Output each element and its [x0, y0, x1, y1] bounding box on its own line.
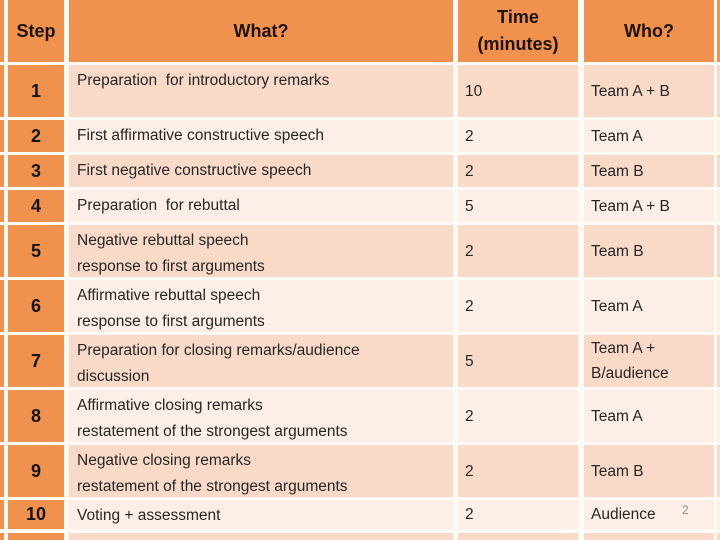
- slide-page-number: 2: [682, 503, 689, 517]
- table-right-edge-sliver: [717, 120, 720, 152]
- who-cell: Team A + B: [584, 65, 714, 117]
- step-cell: 1: [8, 65, 64, 117]
- table-left-edge-sliver: [0, 225, 4, 277]
- table-right-edge-sliver: [717, 280, 720, 332]
- who-cell: Team A + B/audience: [584, 335, 714, 387]
- who-cell: Team A: [584, 120, 714, 152]
- table-row: 4 Preparation for rebuttal 5 Team A + B: [0, 190, 720, 222]
- who-cell: Team B: [584, 225, 714, 277]
- what-cell: First affirmative constructive speech: [69, 120, 453, 152]
- time-cell: 2: [458, 390, 578, 442]
- what-cell: Preparation for closing remarks/audience…: [69, 335, 453, 387]
- who-cell: Team A: [584, 280, 714, 332]
- who-cell: Audience: [584, 500, 714, 529]
- table-right-edge-sliver: [717, 225, 720, 277]
- table-left-edge-sliver: [0, 65, 4, 117]
- table-right-edge-sliver: [717, 533, 720, 540]
- table-row-partial: [0, 533, 720, 540]
- table-left-edge-sliver: [0, 335, 4, 387]
- table-right-edge-sliver: [717, 65, 720, 117]
- time-cell: [458, 533, 578, 540]
- step-cell: [8, 533, 64, 540]
- column-header-time: Time (minutes): [458, 0, 578, 62]
- table-left-edge-sliver: [0, 390, 4, 442]
- who-cell: Team B: [584, 155, 714, 187]
- who-cell: [584, 533, 714, 540]
- who-cell: Team A: [584, 390, 714, 442]
- what-cell: Negative rebuttal speech response to fir…: [69, 225, 453, 277]
- table-row: 6 Affirmative rebuttal speech response t…: [0, 280, 720, 332]
- table-right-edge-sliver: [717, 445, 720, 497]
- table-row: 9 Negative closing remarks restatement o…: [0, 445, 720, 497]
- table-left-edge-sliver: [0, 280, 4, 332]
- time-cell: 10: [458, 65, 578, 117]
- table-row: 1 Preparation for introductory remarks 1…: [0, 65, 720, 117]
- table-right-edge-sliver: [717, 500, 720, 529]
- column-header-what: What?: [69, 0, 453, 62]
- what-cell: Affirmative closing remarks restatement …: [69, 390, 453, 442]
- time-cell: 2: [458, 500, 578, 529]
- table-header-row: Step What? Time (minutes) Who?: [0, 0, 720, 62]
- step-cell: 3: [8, 155, 64, 187]
- time-cell: 2: [458, 225, 578, 277]
- table-left-edge-sliver: [0, 190, 4, 222]
- step-cell: 5: [8, 225, 64, 277]
- what-cell: Negative closing remarks restatement of …: [69, 445, 453, 497]
- table-left-edge-sliver: [0, 155, 4, 187]
- table-row: 8 Affirmative closing remarks restatemen…: [0, 390, 720, 442]
- what-cell: Preparation for introductory remarks: [69, 65, 453, 117]
- time-cell: 2: [458, 155, 578, 187]
- step-cell: 2: [8, 120, 64, 152]
- table-left-edge-sliver: [0, 500, 4, 529]
- step-cell: 10: [8, 500, 64, 529]
- step-cell: 4: [8, 190, 64, 222]
- table-left-edge-sliver: [0, 533, 4, 540]
- column-header-who: Who?: [584, 0, 714, 62]
- what-cell: [69, 533, 453, 540]
- what-cell: Affirmative rebuttal speech response to …: [69, 280, 453, 332]
- who-cell: Team A + B: [584, 190, 714, 222]
- table-left-edge-sliver: [0, 445, 4, 497]
- step-cell: 8: [8, 390, 64, 442]
- who-cell: Team B: [584, 445, 714, 497]
- time-cell: 2: [458, 445, 578, 497]
- what-cell: First negative constructive speech: [69, 155, 453, 187]
- table-row: 7 Preparation for closing remarks/audien…: [0, 335, 720, 387]
- step-cell: 6: [8, 280, 64, 332]
- step-cell: 9: [8, 445, 64, 497]
- table-row: 2 First affirmative constructive speech …: [0, 120, 720, 152]
- what-cell: Voting + assessment: [69, 500, 453, 529]
- time-cell: 5: [458, 190, 578, 222]
- table-right-edge-sliver: [717, 0, 720, 62]
- time-cell: 2: [458, 120, 578, 152]
- table-left-edge-sliver: [0, 0, 4, 62]
- table-right-edge-sliver: [717, 155, 720, 187]
- table-row: 5 Negative rebuttal speech response to f…: [0, 225, 720, 277]
- what-cell: Preparation for rebuttal: [69, 190, 453, 222]
- table-right-edge-sliver: [717, 390, 720, 442]
- column-header-step: Step: [8, 0, 64, 62]
- table-right-edge-sliver: [717, 335, 720, 387]
- table-left-edge-sliver: [0, 120, 4, 152]
- table-right-edge-sliver: [717, 190, 720, 222]
- time-cell: 2: [458, 280, 578, 332]
- time-cell: 5: [458, 335, 578, 387]
- step-cell: 7: [8, 335, 64, 387]
- table-row: 3 First negative constructive speech 2 T…: [0, 155, 720, 187]
- table-row: 10 Voting + assessment 2 Audience: [0, 500, 720, 529]
